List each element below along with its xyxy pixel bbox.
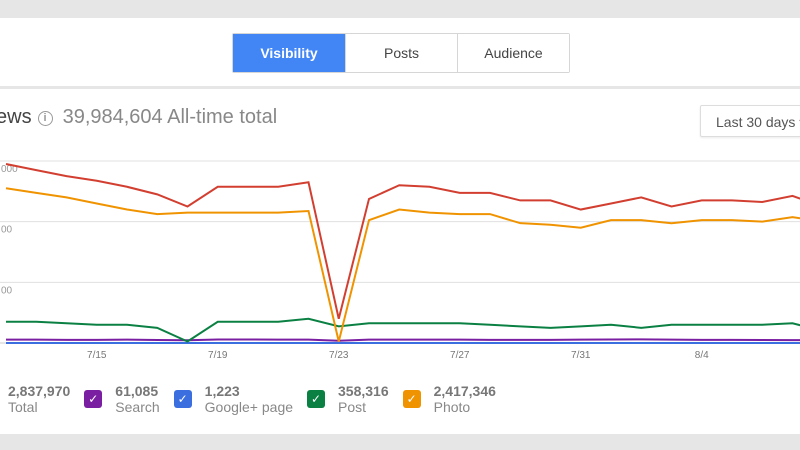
checkbox-icon[interactable]: ✓ <box>307 390 326 408</box>
date-range-label: Last 30 days <box>716 114 796 130</box>
top-bar: Visibility Posts Audience <box>0 18 800 86</box>
views-header: ews i 39,984,604 All-time total <box>0 106 277 129</box>
series-line-post <box>6 317 800 343</box>
legend: 2,837,970 Total ✓ 61,085 Search ✓ 1,223 Google+… <box>8 383 510 415</box>
legend-label: Google+ page <box>204 399 294 415</box>
x-tick-label: 7/23 <box>329 350 349 361</box>
legend-item[interactable]: ✓ 358,316 Post <box>307 383 389 415</box>
legend-label: Search <box>115 399 160 415</box>
legend-text: 2,837,970 Total <box>8 383 70 415</box>
tab-visibility[interactable]: Visibility <box>233 34 345 72</box>
y-tick-label: 00 <box>1 225 13 236</box>
x-tick-label: 7/15 <box>87 350 107 361</box>
checkbox-icon[interactable]: ✓ <box>402 390 421 408</box>
series-line-search <box>6 338 800 342</box>
x-tick-label: 7/27 <box>450 350 470 361</box>
legend-label: Total <box>8 399 38 415</box>
views-title: ews <box>0 106 32 128</box>
x-tick-label: 7/31 <box>571 350 591 361</box>
legend-text: 2,417,346 Photo <box>434 383 496 415</box>
x-tick-label: 7/19 <box>208 350 228 361</box>
legend-value: 61,085 <box>115 383 159 399</box>
checkbox-icon[interactable]: ✓ <box>84 390 103 408</box>
legend-value: 1,223 <box>204 383 240 399</box>
y-tick-label: 00 <box>1 285 13 296</box>
legend-item: 2,837,970 Total <box>8 383 70 415</box>
x-tick-label: 8/4 <box>695 350 709 361</box>
info-icon[interactable]: i <box>37 111 53 126</box>
y-tick-label: 000 <box>1 164 18 175</box>
legend-item[interactable]: ✓ 61,085 Search <box>84 383 160 415</box>
legend-label: Photo <box>433 399 471 415</box>
legend-value: 2,417,346 <box>433 383 496 399</box>
legend-text: 358,316 Post <box>338 383 389 415</box>
date-range-select[interactable]: Last 30 days ▾ <box>700 105 800 137</box>
legend-value: 2,837,970 <box>8 383 71 399</box>
tab-audience[interactable]: Audience <box>457 34 569 72</box>
legend-item[interactable]: ✓ 2,417,346 Photo <box>402 383 496 415</box>
series-line-total <box>5 163 800 319</box>
views-card: 000 00 00 7/15 7/19 7/23 7/27 7/31 8/4 ews i 39,98… <box>0 89 800 434</box>
legend-text: 1,223 Google+ page <box>205 383 293 415</box>
legend-text: 61,085 Search <box>115 383 159 415</box>
legend-value: 358,316 <box>338 383 389 399</box>
legend-item[interactable]: ✓ 1,223 Google+ page <box>173 383 293 415</box>
checkbox-icon[interactable]: ✓ <box>173 390 192 408</box>
tab-posts[interactable]: Posts <box>345 34 457 72</box>
tab-group: Visibility Posts Audience <box>232 33 570 73</box>
legend-label: Post <box>338 399 367 415</box>
series-line-photo <box>5 187 800 342</box>
all-time-total: 39,984,604 All-time total <box>62 106 278 128</box>
